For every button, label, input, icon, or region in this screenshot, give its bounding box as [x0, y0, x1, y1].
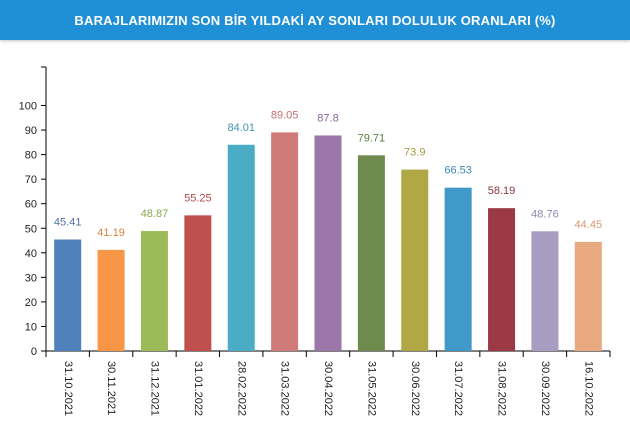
x-tick-label: 31.07.2022	[452, 361, 464, 416]
x-tick-label: 31.12.2021	[149, 361, 161, 416]
bar	[444, 187, 472, 351]
x-tick-label: 30.09.2022	[539, 361, 551, 416]
data-label: 89.05	[271, 109, 299, 121]
data-label: 87.8	[317, 112, 338, 124]
bar	[574, 241, 602, 351]
y-tick-label: 90	[25, 125, 37, 137]
y-tick-label: 100	[19, 101, 37, 113]
y-tick-label: 40	[25, 248, 37, 260]
data-label: 44.45	[575, 219, 603, 231]
y-tick-label: 0	[31, 346, 37, 358]
y-tick-label: 10	[25, 321, 37, 333]
bar	[54, 239, 82, 351]
y-tick-label: 70	[25, 174, 37, 186]
bar	[97, 249, 125, 351]
data-label: 41.19	[97, 227, 125, 239]
bar	[488, 208, 516, 351]
bar	[401, 169, 429, 351]
x-tick-label: 31.01.2022	[192, 361, 204, 416]
y-tick-label: 80	[25, 150, 37, 162]
data-label: 66.53	[444, 165, 472, 177]
bar	[357, 155, 385, 351]
x-tick-label: 16.10.2022	[582, 361, 594, 416]
data-label: 79.71	[358, 132, 386, 144]
y-tick-label: 60	[25, 199, 37, 211]
x-tick-label: 30.11.2021	[105, 361, 117, 415]
x-tick-label: 31.10.2021	[62, 361, 74, 416]
x-tick-label: 30.04.2022	[322, 361, 334, 416]
data-label: 55.25	[184, 192, 212, 204]
x-tick-label: 31.03.2022	[279, 361, 291, 416]
bar	[314, 135, 342, 351]
chart-header: BARAJLARIMIZIN SON BİR YILDAKİ AY SONLAR…	[0, 0, 630, 40]
bar	[184, 215, 212, 351]
y-tick-label: 30	[25, 272, 37, 284]
y-tick-label: 50	[25, 223, 37, 235]
x-tick-label: 31.05.2022	[365, 361, 377, 416]
bar	[271, 132, 299, 351]
data-label: 45.41	[54, 217, 82, 229]
bar-chart: 0 10 20 30 40 50 60 70 80 90 100 45.41 31.10.2021 41.…	[19, 66, 611, 416]
data-label: 48.87	[141, 208, 169, 220]
bar	[140, 231, 168, 351]
data-label: 58.19	[488, 185, 516, 197]
bar	[531, 231, 559, 351]
chart-title: BARAJLARIMIZIN SON BİR YILDAKİ AY SONLAR…	[74, 12, 556, 28]
data-label: 48.76	[531, 208, 559, 220]
data-label: 73.9	[404, 147, 425, 159]
x-tick-label: 31.08.2022	[496, 361, 508, 416]
bar	[227, 144, 255, 351]
y-tick-label: 20	[25, 297, 37, 309]
x-tick-label: 30.06.2022	[409, 361, 421, 416]
data-label: 84.01	[227, 122, 255, 134]
x-tick-label: 28.02.2022	[235, 361, 247, 416]
